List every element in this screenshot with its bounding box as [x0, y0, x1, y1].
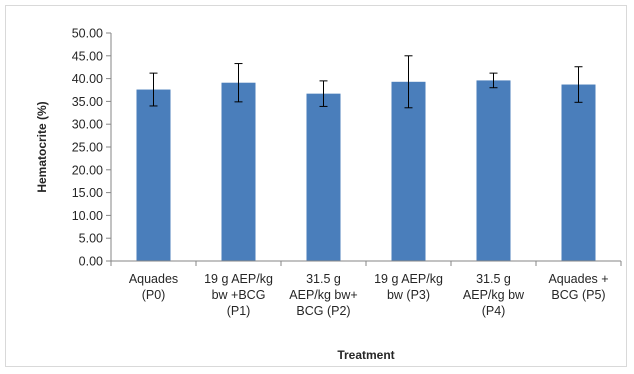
y-tick-label: 15.00	[72, 186, 103, 200]
x-category-label: 31.5 g AEP/kg bw (P4)	[463, 272, 525, 318]
error-bars	[149, 55, 583, 109]
y-axis-title: Hematocrite (%)	[35, 101, 49, 192]
bar	[476, 80, 511, 261]
y-tick-label: 10.00	[72, 209, 103, 223]
hematocrite-bar-chart: 0.00 5.00 10.00 15.00 20.00 25.00 30.00 35.00 40…	[35, 27, 622, 362]
bar	[391, 81, 426, 262]
y-tick-label: 30.00	[72, 118, 103, 132]
y-tick-label: 50.00	[72, 27, 103, 41]
y-tick-label: 5.00	[79, 232, 103, 246]
y-tick-label: 0.00	[79, 255, 103, 269]
bar	[561, 84, 596, 261]
bars	[136, 80, 596, 262]
bar	[306, 93, 341, 261]
x-axis-ticks	[110, 261, 622, 266]
y-tick-label: 20.00	[72, 163, 103, 177]
x-category-label: 31.5 g AEP/kg bw+ BCG (P2)	[289, 272, 357, 318]
y-tick-label: 45.00	[72, 49, 103, 63]
x-category-label: Aquades + BCG (P5)	[548, 272, 608, 302]
x-category-label: 19 g AEP/kg bw +BCG (P1)	[204, 272, 273, 318]
chart-frame: 0.00 5.00 10.00 15.00 20.00 25.00 30.00 35.00 40…	[5, 5, 627, 367]
x-category-label: Aquades (P0)	[129, 272, 178, 302]
y-axis-ticks: 0.00 5.00 10.00 15.00 20.00 25.00 30.00 35.00 40…	[72, 27, 111, 269]
bar	[221, 82, 256, 261]
y-tick-label: 35.00	[72, 95, 103, 109]
x-category-label: 19 g AEP/kg bw (P3)	[374, 272, 443, 302]
bar	[136, 89, 171, 261]
y-tick-label: 25.00	[72, 141, 103, 155]
y-tick-label: 40.00	[72, 72, 103, 86]
x-axis-title: Treatment	[337, 348, 394, 362]
